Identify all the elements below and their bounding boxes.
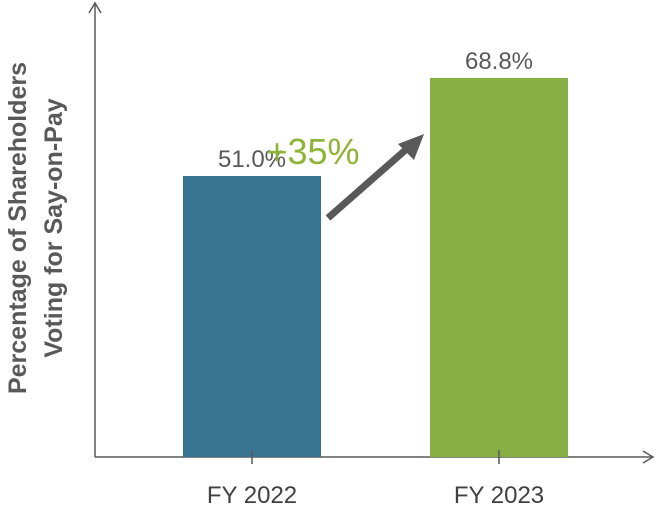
change-annotation: +35% [266,131,359,172]
bar-fy-2023 [430,77,568,458]
growth-arrow-head [398,134,424,160]
x-tick-label: FY 2022 [207,482,297,509]
bar-fy-2022 [183,175,321,458]
x-axis [95,450,655,464]
x-tick-label: FY 2023 [454,482,544,509]
growth-arrow-shaft [325,143,413,221]
y-axis-label-line-1: Percentage of Shareholders [4,62,32,394]
y-axis [88,1,102,457]
data-label: 68.8% [465,48,533,75]
data-label: 51.0% [218,146,286,173]
y-axis-label-line-2: Voting for Say-on-Pay [40,98,68,357]
